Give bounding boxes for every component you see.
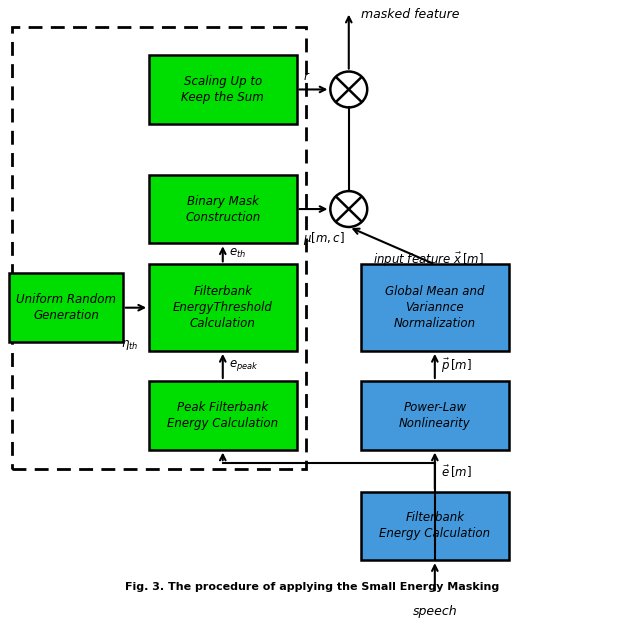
FancyBboxPatch shape [361,264,509,351]
Text: speech: speech [412,605,457,618]
Text: $\vec{p}\,[m]$: $\vec{p}\,[m]$ [441,357,472,375]
Text: Global Mean and
Variannce
Normalization: Global Mean and Variannce Normalization [385,285,485,330]
Text: $e_{th}$: $e_{th}$ [229,247,246,260]
FancyBboxPatch shape [9,273,123,342]
Text: Uniform Random
Generation: Uniform Random Generation [16,293,116,322]
FancyBboxPatch shape [361,492,509,560]
Text: $\vec{e}\,[m]$: $\vec{e}\,[m]$ [441,463,471,479]
Text: Filterbank
Energy Calculation: Filterbank Energy Calculation [379,512,490,541]
FancyBboxPatch shape [361,381,509,450]
Text: Fig. 3. The procedure of applying the Small Energy Masking: Fig. 3. The procedure of applying the Sm… [125,582,499,591]
Text: $\eta_{th}$: $\eta_{th}$ [121,337,139,352]
Text: $r$: $r$ [303,71,310,84]
FancyBboxPatch shape [149,381,297,450]
Text: $e_{peak}$: $e_{peak}$ [229,358,259,373]
Text: Binary Mask
Construction: Binary Mask Construction [185,195,261,224]
Text: $\mu[m, c]$: $\mu[m, c]$ [303,230,345,247]
Text: Power-Law
Nonlinearity: Power-Law Nonlinearity [399,401,471,430]
FancyBboxPatch shape [149,175,297,244]
Text: Filterbank
EnergyThreshold
Calculation: Filterbank EnergyThreshold Calculation [173,285,272,330]
Text: Peak Filterbank
Energy Calculation: Peak Filterbank Energy Calculation [167,401,278,430]
FancyBboxPatch shape [149,55,297,124]
Text: input feature $\vec{x}\,[m]$: input feature $\vec{x}\,[m]$ [373,251,485,269]
Text: masked feature: masked feature [361,7,460,20]
Text: Scaling Up to
Keep the Sum: Scaling Up to Keep the Sum [182,75,264,104]
FancyBboxPatch shape [149,264,297,351]
